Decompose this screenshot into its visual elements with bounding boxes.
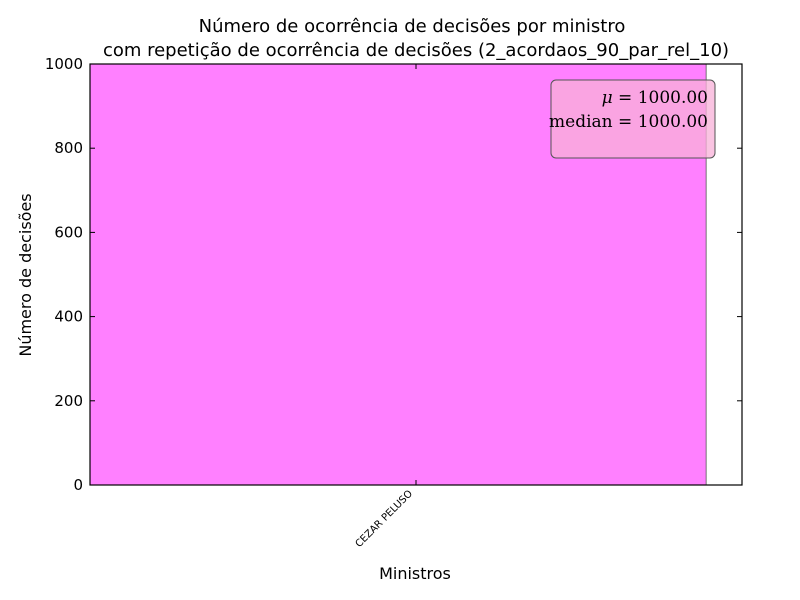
- stats-mu-symbol: μ: [602, 88, 613, 108]
- x-axis-label: Ministros: [379, 564, 451, 583]
- y-tick-label-3: 600: [54, 223, 83, 241]
- stats-median-value: 1000.00: [638, 112, 708, 132]
- stats-box: μ = 1000.00 median = 1000.00: [549, 79, 716, 159]
- stats-mu-value: 1000.00: [638, 88, 708, 108]
- y-tick-label-5: 1000: [45, 55, 83, 73]
- y-tick-label-0: 0: [73, 476, 83, 494]
- stats-mean-line: μ = 1000.00: [602, 88, 708, 108]
- y-tick-label-4: 800: [54, 139, 83, 157]
- stats-median-label: median: [549, 112, 613, 132]
- chart-title-line2: com repetição de ocorrência de decisões …: [103, 40, 729, 61]
- y-tick-label-1: 200: [54, 392, 83, 410]
- stats-median-line: median = 1000.00: [549, 112, 708, 132]
- y-tick-label-2: 400: [54, 308, 83, 326]
- stats-box-background: [550, 79, 716, 159]
- y-axis-label: Número de decisões: [16, 193, 35, 356]
- chart-title-line1: Número de ocorrência de decisões por min…: [199, 16, 626, 37]
